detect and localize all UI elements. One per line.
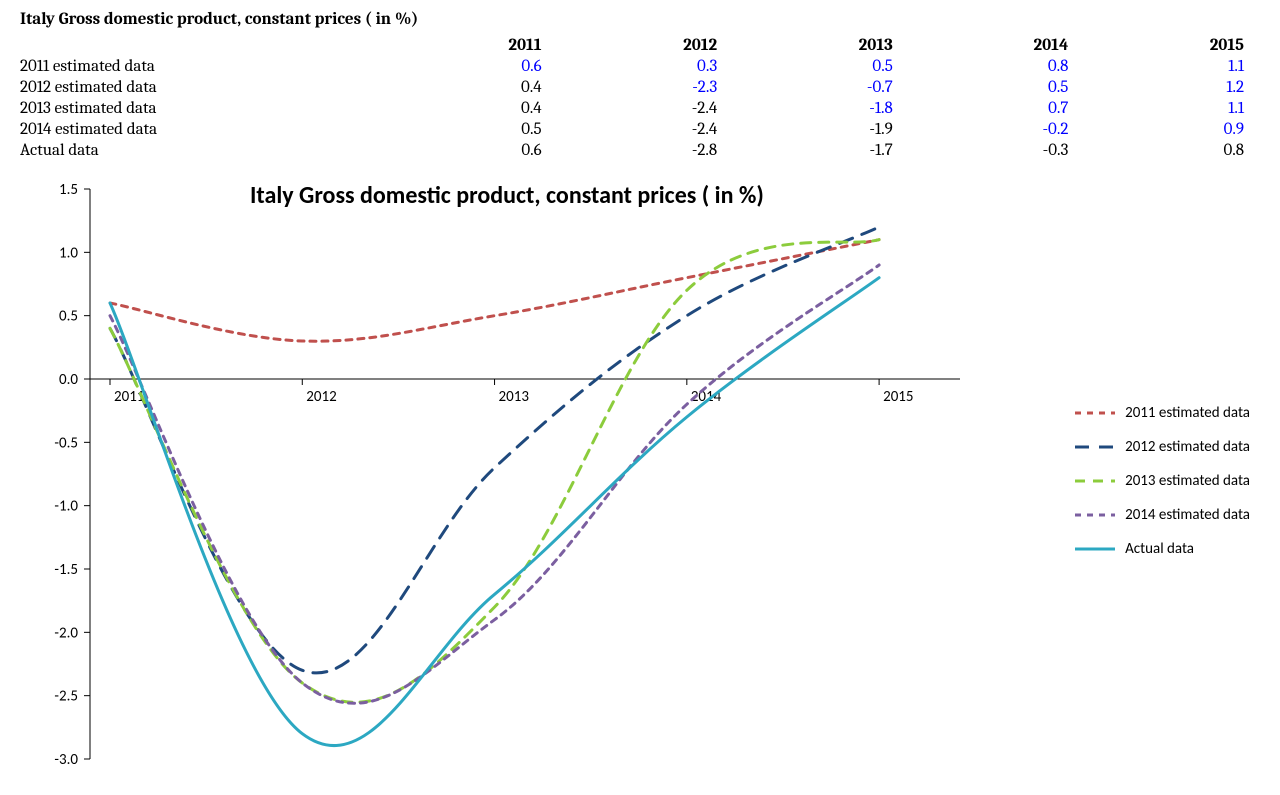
legend-label: 2013 estimated data xyxy=(1125,472,1250,490)
column-header: 2015 xyxy=(1074,35,1250,56)
svg-text:-3.0: -3.0 xyxy=(54,751,78,769)
legend-item: Actual data xyxy=(1075,540,1250,558)
table-cell: -2.4 xyxy=(548,119,724,140)
column-header: 2014 xyxy=(899,35,1075,56)
column-header: 2011 xyxy=(372,35,548,56)
chart-series xyxy=(110,240,879,342)
table-cell: 0.6 xyxy=(372,56,548,77)
legend-label: Actual data xyxy=(1125,540,1194,558)
row-label: 2011 estimated data xyxy=(20,56,372,77)
table-cell: -1.7 xyxy=(723,140,899,161)
legend-swatch xyxy=(1075,474,1115,488)
svg-text:2012: 2012 xyxy=(306,388,336,406)
table-cell: -0.2 xyxy=(899,119,1075,140)
line-chart: -3.0 -2.5 -2.0 -1.5 -1.0 -0.5 0.0 0.5 1.0 1.5 2011… xyxy=(20,179,980,769)
table-cell: 0.9 xyxy=(1074,119,1250,140)
table-cell: 1.2 xyxy=(1074,77,1250,98)
table-cell: 1.1 xyxy=(1074,98,1250,119)
svg-text:-1.0: -1.0 xyxy=(54,498,78,516)
legend-swatch xyxy=(1075,542,1115,556)
legend-item: 2014 estimated data xyxy=(1075,506,1250,524)
table-row: 2014 estimated data0.5-2.4-1.9-0.20.9 xyxy=(20,119,1250,140)
legend-label: 2012 estimated data xyxy=(1125,438,1250,456)
row-label: 2014 estimated data xyxy=(20,119,372,140)
svg-text:2013: 2013 xyxy=(499,388,530,406)
table-cell: 0.5 xyxy=(899,77,1075,98)
svg-text:-1.5: -1.5 xyxy=(54,561,78,579)
table-cell: -2.3 xyxy=(548,77,724,98)
table-cell: -2.4 xyxy=(548,98,724,119)
legend-item: 2012 estimated data xyxy=(1075,438,1250,456)
table-cell: 1.1 xyxy=(1074,56,1250,77)
table-cell: -1.9 xyxy=(723,119,899,140)
svg-text:-2.5: -2.5 xyxy=(54,688,78,706)
legend-label: 2011 estimated data xyxy=(1125,404,1250,422)
page-title: Italy Gross domestic product, constant p… xyxy=(20,10,1260,29)
table-cell: -1.8 xyxy=(723,98,899,119)
table-cell: 0.4 xyxy=(372,98,548,119)
svg-text:2015: 2015 xyxy=(883,388,913,406)
svg-text:1.5: 1.5 xyxy=(59,181,78,199)
legend-swatch xyxy=(1075,508,1115,522)
chart-container: Italy Gross domestic product, constant p… xyxy=(20,179,1260,769)
svg-text:0.0: 0.0 xyxy=(59,371,78,389)
table-cell: 0.8 xyxy=(1074,140,1250,161)
svg-text:-2.0: -2.0 xyxy=(54,624,78,642)
column-header: 2013 xyxy=(723,35,899,56)
chart-series xyxy=(110,240,879,703)
legend-swatch xyxy=(1075,406,1115,420)
chart-title: Italy Gross domestic product, constant p… xyxy=(250,181,764,210)
row-label: 2013 estimated data xyxy=(20,98,372,119)
table-row: 2013 estimated data0.4-2.4-1.80.71.1 xyxy=(20,98,1250,119)
table-cell: 0.4 xyxy=(372,77,548,98)
table-cell: 0.5 xyxy=(723,56,899,77)
table-cell: 0.3 xyxy=(548,56,724,77)
row-label: 2012 estimated data xyxy=(20,77,372,98)
column-header: 2012 xyxy=(548,35,724,56)
legend-label: 2014 estimated data xyxy=(1125,506,1250,524)
row-label: Actual data xyxy=(20,140,372,161)
table-cell: 0.6 xyxy=(372,140,548,161)
chart-legend: 2011 estimated data 2012 estimated data 20… xyxy=(1075,404,1250,574)
table-cell: -2.8 xyxy=(548,140,724,161)
table-cell: 0.8 xyxy=(899,56,1075,77)
table-row: Actual data0.6-2.8-1.7-0.30.8 xyxy=(20,140,1250,161)
legend-item: 2011 estimated data xyxy=(1075,404,1250,422)
table-cell: 0.7 xyxy=(899,98,1075,119)
table-row: 2011 estimated data0.60.30.50.81.1 xyxy=(20,56,1250,77)
svg-text:2011: 2011 xyxy=(114,388,144,406)
data-table: 20112012201320142015 2011 estimated data… xyxy=(20,35,1250,161)
svg-text:1.0: 1.0 xyxy=(59,244,78,262)
svg-text:0.5: 0.5 xyxy=(59,308,78,326)
legend-swatch xyxy=(1075,440,1115,454)
table-row: 2012 estimated data0.4-2.3-0.70.51.2 xyxy=(20,77,1250,98)
table-cell: -0.3 xyxy=(899,140,1075,161)
table-cell: -0.7 xyxy=(723,77,899,98)
chart-series xyxy=(110,278,879,746)
legend-item: 2013 estimated data xyxy=(1075,472,1250,490)
table-cell: 0.5 xyxy=(372,119,548,140)
svg-text:-0.5: -0.5 xyxy=(54,434,78,452)
